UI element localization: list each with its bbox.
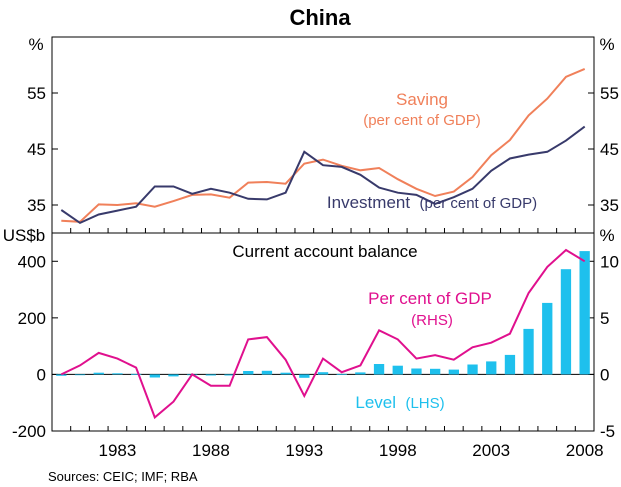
- bottom-panel-frame: [51, 232, 595, 432]
- pct-gdp-line: [60, 248, 586, 420]
- level-bar: [56, 374, 67, 376]
- level-bar: [131, 373, 142, 375]
- bottom-right-tick-label: 0: [600, 365, 609, 384]
- level-bar: [430, 368, 441, 375]
- bottom-left-tick-label: 200: [18, 309, 46, 328]
- level-bar: [112, 373, 123, 375]
- x-tick-label: 1993: [285, 441, 323, 460]
- level-bar: [355, 372, 366, 375]
- x-tick-label: 2008: [566, 441, 604, 460]
- level-bar: [205, 374, 216, 376]
- level-bar: [224, 374, 235, 376]
- x-tick-label: 1988: [192, 441, 230, 460]
- top-panel: % % 35 35 45 45 55 55 Saving (per cent of GDP…: [27, 35, 619, 234]
- level-label-sub: (LHS): [405, 395, 444, 412]
- top-left-tick-label: 45: [27, 140, 46, 159]
- investment-label: Investment (per cent of GDP): [327, 193, 537, 212]
- top-left-unit: %: [28, 35, 43, 54]
- bottom-panel-title: Current account balance: [232, 242, 417, 261]
- top-right-tick-label: 35: [600, 196, 619, 215]
- bottom-left-tick-label: 0: [37, 365, 46, 384]
- level-bar: [74, 374, 86, 376]
- pct-gdp-sublabel: (RHS): [411, 312, 453, 329]
- level-bar: [243, 371, 254, 375]
- bottom-left-unit: US$b: [3, 226, 46, 245]
- level-bar: [149, 374, 160, 378]
- level-bar: [467, 364, 478, 375]
- bottom-left-tick-label: -200: [12, 422, 46, 441]
- x-tick-label: 2003: [472, 441, 510, 460]
- investment-line: [60, 125, 586, 225]
- saving-sublabel: (per cent of GDP): [363, 112, 481, 129]
- top-left-tick-label: 55: [27, 84, 46, 103]
- x-tick-label: 1983: [98, 441, 136, 460]
- investment-label-sub: (per cent of GDP): [420, 195, 538, 212]
- x-tick-label: 1998: [379, 441, 417, 460]
- level-bar: [448, 369, 459, 375]
- level-bar: [523, 328, 534, 375]
- level-bar: [373, 364, 385, 375]
- top-right-tick-label: 55: [600, 84, 619, 103]
- level-bar: [299, 374, 310, 378]
- bottom-right-tick-label: 10: [600, 252, 619, 271]
- level-bar: [542, 302, 553, 375]
- source-note: Sources: CEIC; IMF; RBA: [48, 469, 198, 484]
- saving-label: Saving: [396, 90, 448, 109]
- investment-label-main: Investment: [327, 193, 410, 212]
- bottom-panel: US$b % Current account balance 400 200 0 -2…: [3, 226, 619, 441]
- level-label: Level (LHS): [355, 393, 444, 412]
- level-bar: [486, 361, 497, 375]
- bottom-right-tick-label: -5: [600, 422, 615, 441]
- level-bar: [392, 365, 403, 375]
- top-right-tick-label: 45: [600, 140, 619, 159]
- bottom-right-tick-label: 5: [600, 309, 609, 328]
- level-label-main: Level: [355, 393, 396, 412]
- chart-title: China: [289, 5, 351, 30]
- pct-gdp-label: Per cent of GDP: [368, 289, 492, 308]
- saving-line: [61, 67, 586, 223]
- level-bar: [261, 370, 273, 375]
- level-bar: [280, 372, 291, 375]
- bottom-right-unit: %: [599, 226, 614, 245]
- level-bar: [317, 372, 329, 375]
- level-bar: [336, 373, 347, 375]
- level-bar: [93, 372, 104, 375]
- level-bar: [579, 251, 590, 375]
- top-left-tick-label: 35: [27, 196, 46, 215]
- level-bar: [504, 354, 516, 375]
- bottom-left-tick-label: 400: [18, 252, 46, 271]
- level-bar: [411, 368, 422, 375]
- level-bar: [560, 269, 572, 375]
- level-bar: [168, 374, 179, 377]
- top-right-unit: %: [599, 35, 614, 54]
